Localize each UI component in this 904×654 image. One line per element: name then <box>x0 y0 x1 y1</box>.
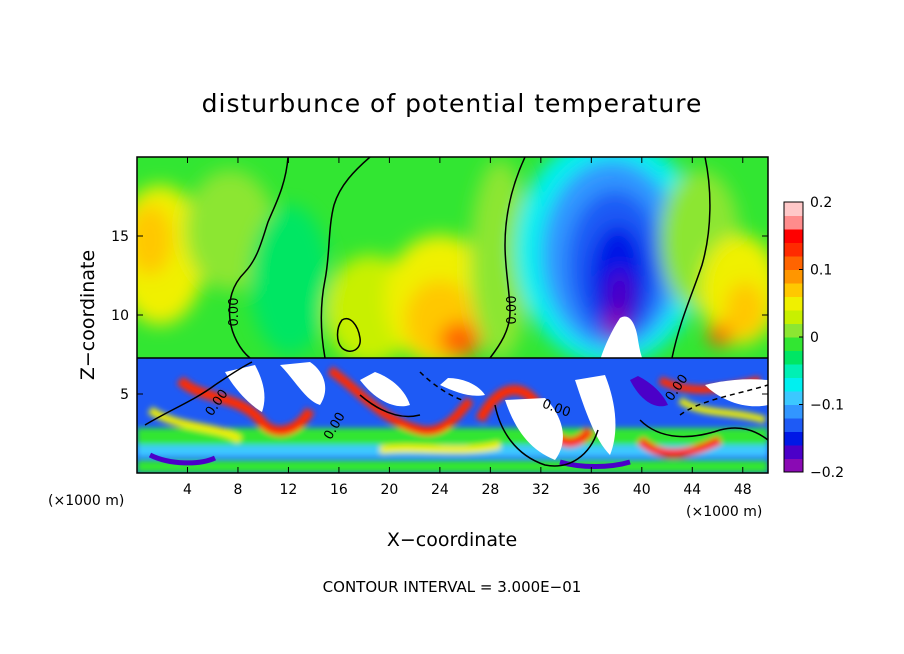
lower-white-swirl-7 <box>440 378 485 396</box>
chart-title: disturbunce of potential temperature <box>202 89 703 118</box>
x-unit-right: (×1000 m) <box>686 504 762 520</box>
x-tick-label: 16 <box>330 482 348 498</box>
lower-yellow-swirl-2 <box>379 441 501 454</box>
lower-red-swirl-5 <box>636 435 723 458</box>
colorbar-cell <box>784 202 803 216</box>
warm-region-center-hot <box>440 322 480 358</box>
lower-purple-blob-3 <box>559 459 631 469</box>
colorbar-cell <box>784 256 803 270</box>
warm-region-left-core <box>137 205 172 275</box>
lower-white-swirl-2 <box>280 362 326 405</box>
x-tick-label: 12 <box>280 482 298 498</box>
lower-yellow-swirl-3 <box>677 397 766 424</box>
x-tick-label: 4 <box>183 482 192 498</box>
contour-label-main: 0.00 <box>505 296 520 325</box>
x-axis-ticks: 4 8 12 16 20 24 28 32 36 40 44 48 <box>183 157 752 498</box>
contour-low-2 <box>494 404 599 467</box>
colorbar-cell <box>784 269 803 284</box>
lower-white-swirl-1 <box>225 365 265 412</box>
lower-purple-blob-2 <box>148 452 217 466</box>
lower-white-swirl-3 <box>360 372 410 407</box>
x-tick-label: 44 <box>683 482 701 498</box>
contour-left <box>228 157 289 359</box>
colorbar-cells <box>784 202 803 473</box>
colorbar-cell <box>784 350 803 365</box>
x-tick-label: 20 <box>380 482 398 498</box>
x-unit-left: (×1000 m) <box>48 493 124 509</box>
contour-cold-left <box>489 157 526 359</box>
colorbar-cell <box>784 364 803 378</box>
colorbar-cell <box>784 242 803 257</box>
warm-region-right-hot <box>708 323 732 347</box>
lower-white-swirl-6 <box>705 379 768 407</box>
lower-red-swirl-2 <box>327 366 474 436</box>
colorbar-cell <box>784 404 803 419</box>
colorbar-cell <box>784 229 803 243</box>
lower-green-band-2 <box>137 460 768 473</box>
lower-white-swirl-4 <box>505 398 563 460</box>
colorbar-cell <box>784 283 803 297</box>
lower-turbulent-layer <box>137 357 768 473</box>
lower-purple-blob-1 <box>630 376 668 407</box>
colorbar-cell <box>784 445 803 459</box>
y-tick-label: 5 <box>120 387 129 403</box>
green-strip <box>470 160 530 360</box>
colorbar-cell <box>784 458 803 473</box>
contour-lines <box>144 157 768 467</box>
colorbar-cell <box>784 310 803 324</box>
x-tick-label: 48 <box>734 482 752 498</box>
x-tick-label: 28 <box>481 482 499 498</box>
x-tick-label: 24 <box>431 482 449 498</box>
warm-region-right-core <box>725 282 765 338</box>
contour-dashed-1 <box>679 384 768 416</box>
colorbar-cell <box>784 337 803 351</box>
colorbar-tick-label: 0.2 <box>810 195 832 211</box>
colorbar-tick-label: 0.1 <box>810 263 832 279</box>
colorbar-tick-label: −0.1 <box>810 398 844 414</box>
colorbar-cell <box>784 377 803 392</box>
white-plume <box>600 316 645 362</box>
x-tick-label: 8 <box>233 482 242 498</box>
colorbar-cell <box>784 323 803 338</box>
green-region-center <box>250 205 330 355</box>
x-tick-label: 32 <box>532 482 550 498</box>
y-tick-label: 10 <box>111 308 129 324</box>
colorbar-tick-label: 0 <box>810 330 819 346</box>
colorbar-cell <box>784 215 803 230</box>
contour-low-1 <box>144 361 253 426</box>
contour-low-4 <box>359 394 421 418</box>
contour-dashed-2 <box>419 371 463 401</box>
x-tick-label: 40 <box>633 482 651 498</box>
colorbar-cell <box>784 391 803 405</box>
contour-interval-note: CONTOUR INTERVAL = 3.000E−01 <box>323 578 582 596</box>
lower-yellow-swirl-1 <box>147 406 243 444</box>
colorbar-tick-label: −0.2 <box>810 465 844 481</box>
contour-center-left <box>320 157 371 359</box>
contour-label-extra-1: 0.00 <box>227 298 242 327</box>
colorbar-cell <box>784 418 803 432</box>
contour-low-3 <box>639 419 768 441</box>
contour-cold-right <box>671 157 711 359</box>
colorbar-cell <box>784 431 803 446</box>
y-axis-label: Z−coordinate <box>77 250 99 380</box>
y-axis-ticks: 5 10 15 <box>111 229 768 403</box>
colorbar-cell <box>784 296 803 311</box>
lower-red-swirl-1 <box>176 376 315 436</box>
colorbar: 0.2 0.1 0 −0.1 −0.2 <box>783 195 844 481</box>
x-tick-label: 36 <box>582 482 600 498</box>
colorbar-ticks: 0.2 0.1 0 −0.1 −0.2 <box>799 195 844 481</box>
lower-white-swirl-5 <box>575 375 616 455</box>
y-tick-label: 15 <box>111 229 129 245</box>
plot-area: 0.00 0.00 0.00 0.00 0.00 0.00 <box>137 157 768 473</box>
x-axis-label: X−coordinate <box>387 529 517 551</box>
upper-field <box>137 157 768 365</box>
contour-loop <box>336 318 361 352</box>
